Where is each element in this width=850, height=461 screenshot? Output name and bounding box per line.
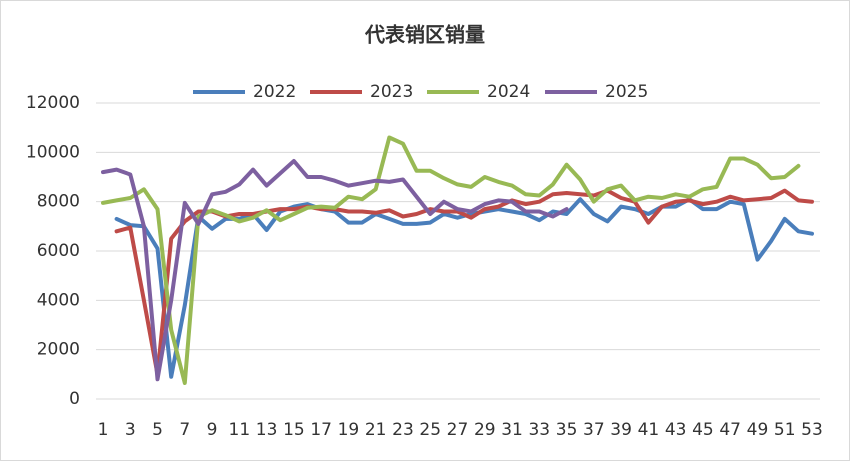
x-tick-label: 23 — [392, 420, 414, 440]
legend-label: 2022 — [253, 82, 296, 102]
x-tick-label: 25 — [419, 420, 441, 440]
x-tick-label: 47 — [719, 420, 741, 440]
x-tick-label: 21 — [365, 420, 387, 440]
x-tick-label: 5 — [152, 420, 163, 440]
y-tick-label: 0 — [69, 389, 80, 409]
legend-label: 2024 — [487, 82, 530, 102]
y-tick-label: 8000 — [37, 192, 80, 212]
y-tick-label: 10000 — [26, 142, 80, 162]
x-tick-label: 39 — [610, 420, 632, 440]
x-tick-label: 7 — [179, 420, 190, 440]
x-tick-label: 37 — [583, 420, 605, 440]
x-tick-label: 31 — [501, 420, 523, 440]
x-tick-label: 9 — [207, 420, 218, 440]
x-tick-label: 29 — [474, 420, 496, 440]
x-tick-label: 27 — [447, 420, 469, 440]
y-tick-label: 6000 — [37, 241, 80, 261]
x-tick-label: 35 — [556, 420, 578, 440]
y-tick-label: 4000 — [37, 290, 80, 310]
line-series — [101, 159, 569, 382]
legend-label: 2025 — [605, 82, 648, 102]
y-tick-label: 2000 — [37, 340, 80, 360]
x-tick-label: 51 — [774, 420, 796, 440]
chart-title: 代表销区销量 — [364, 23, 485, 47]
x-tick-label: 19 — [338, 420, 360, 440]
x-tick-label: 53 — [801, 420, 823, 440]
x-tick-label: 13 — [256, 420, 278, 440]
legend-label: 2023 — [370, 82, 413, 102]
x-tick-label: 3 — [125, 420, 136, 440]
x-tick-label: 1 — [98, 420, 109, 440]
line-series — [101, 135, 801, 385]
x-tick-label: 17 — [310, 420, 332, 440]
x-tick-label: 33 — [528, 420, 550, 440]
x-tick-label: 43 — [665, 420, 687, 440]
x-tick-label: 15 — [283, 420, 305, 440]
x-tick-label: 41 — [638, 420, 660, 440]
line-series — [114, 188, 814, 377]
x-tick-label: 45 — [692, 420, 714, 440]
x-tick-label: 49 — [747, 420, 769, 440]
y-tick-label: 12000 — [26, 93, 80, 113]
x-tick-label: 11 — [229, 420, 251, 440]
